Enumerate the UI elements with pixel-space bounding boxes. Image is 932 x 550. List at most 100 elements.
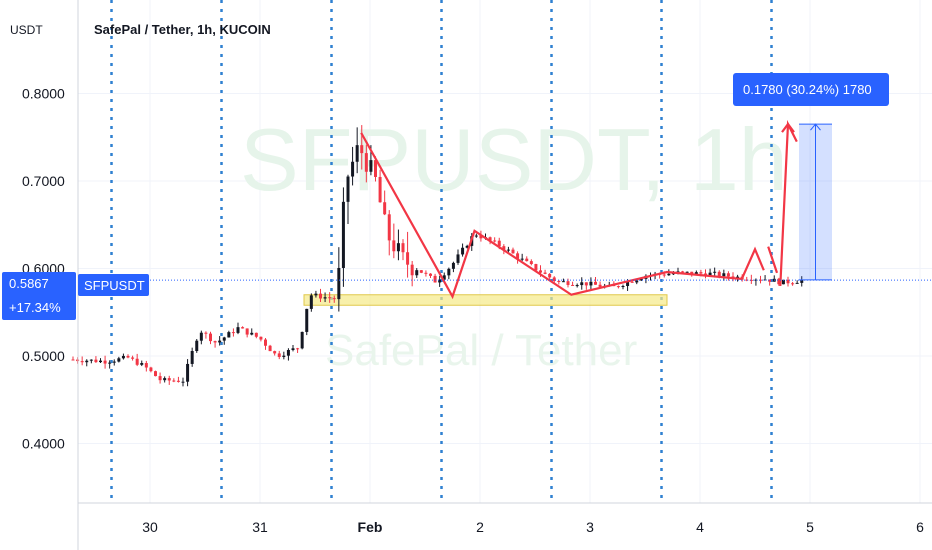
candle-body: [282, 355, 286, 357]
candle-body: [103, 360, 107, 364]
candle-body: [291, 348, 295, 351]
candle-body: [685, 271, 689, 273]
candle-body: [218, 340, 222, 343]
x-tick-label: 5: [806, 519, 814, 535]
candle-body: [451, 262, 455, 269]
candle-body: [309, 295, 313, 309]
candle-body: [566, 281, 570, 285]
candle-body: [552, 277, 556, 281]
candle-body: [406, 252, 410, 265]
candle-body: [429, 273, 432, 276]
candle-body: [286, 350, 290, 356]
candle-body: [506, 249, 510, 251]
candle-body: [694, 272, 698, 275]
candle-body: [616, 286, 620, 288]
candle-body: [85, 360, 89, 363]
candle-body: [548, 273, 552, 278]
candle-body: [190, 351, 194, 364]
candle-body: [268, 345, 272, 352]
last-price-value: 0.5867: [9, 276, 49, 291]
candle-body: [502, 246, 506, 250]
candle-body: [80, 361, 84, 363]
measure-tool[interactable]: [799, 123, 832, 281]
candle-body: [580, 282, 584, 286]
candle-body: [479, 235, 483, 239]
candle-body: [543, 272, 547, 274]
y-tick-label: 0.4000: [22, 436, 65, 452]
candle-body: [594, 281, 597, 285]
candle-body: [112, 361, 116, 363]
candle-body: [584, 282, 588, 286]
y-tick-label: 0.7000: [22, 173, 65, 189]
candle-body: [222, 337, 226, 341]
candle-body: [369, 160, 373, 172]
candle-body: [456, 254, 460, 263]
watermark: SFPUSDT, 1h SafePal / Tether: [240, 110, 788, 375]
support-zone[interactable]: [303, 294, 668, 306]
time-axis-bg: [0, 503, 932, 550]
candle-body: [621, 285, 625, 287]
candle-body: [433, 275, 437, 283]
candle-body: [172, 380, 176, 382]
candle-body: [447, 268, 451, 276]
y-tick-label: 0.5000: [22, 348, 65, 364]
candle-body: [245, 328, 249, 335]
candle-body: [635, 280, 639, 283]
symbol-title: SafePal / Tether, 1h, KUCOIN: [94, 22, 271, 37]
candle-body: [511, 249, 515, 254]
candle-body: [231, 332, 235, 334]
drawings[interactable]: [360, 119, 798, 300]
candle-body: [227, 332, 231, 338]
candle-body: [296, 348, 300, 350]
x-tick-label: Feb: [358, 519, 383, 535]
symbol-tag-text: SFPUSDT: [84, 278, 145, 293]
y-tick-label: 0.8000: [22, 86, 65, 102]
candle-body: [749, 279, 753, 281]
candle-body: [488, 237, 492, 241]
x-tick-label: 6: [916, 519, 924, 535]
candle-body: [355, 145, 359, 162]
candle-body: [745, 279, 749, 281]
candle-body: [213, 341, 217, 343]
candle-body: [493, 240, 497, 242]
candle-body: [639, 278, 643, 281]
candle-body: [181, 381, 185, 383]
candle-body: [167, 378, 171, 381]
candle-body: [199, 332, 203, 341]
candle-body: [598, 284, 602, 287]
candle-body: [396, 243, 400, 252]
candle-body: [630, 281, 634, 283]
candle-body: [534, 264, 538, 271]
candle-body: [314, 293, 318, 296]
candle-body: [323, 297, 327, 299]
candle-body: [383, 202, 387, 215]
candle-body: [360, 145, 364, 154]
candle-body: [401, 243, 405, 253]
candle-body: [387, 214, 391, 241]
candle-body: [94, 359, 98, 363]
candle-body: [131, 357, 135, 359]
candle-body: [378, 176, 382, 203]
measure-arrow: [810, 123, 821, 131]
candle-body: [241, 327, 245, 329]
candle-body: [791, 283, 795, 285]
time-axis[interactable]: 30 31 Feb 2 3 4 5 6: [142, 519, 924, 535]
candle-body: [667, 273, 671, 276]
candle-body: [410, 264, 414, 276]
candle-body: [176, 380, 180, 382]
support-zone-box: [303, 294, 668, 306]
candle-body: [374, 160, 377, 177]
candle-body: [341, 201, 345, 268]
last-price-change: +17.34%: [9, 300, 61, 315]
candle-body: [140, 363, 144, 365]
candle-body: [204, 332, 208, 334]
candle-body: [722, 273, 726, 277]
zigzag-line: [360, 132, 765, 300]
candle-body: [726, 273, 730, 277]
candle-body: [154, 371, 157, 377]
candle-body: [277, 353, 281, 357]
measure-label[interactable]: 0.1780 (30.24%) 1780: [733, 73, 889, 106]
